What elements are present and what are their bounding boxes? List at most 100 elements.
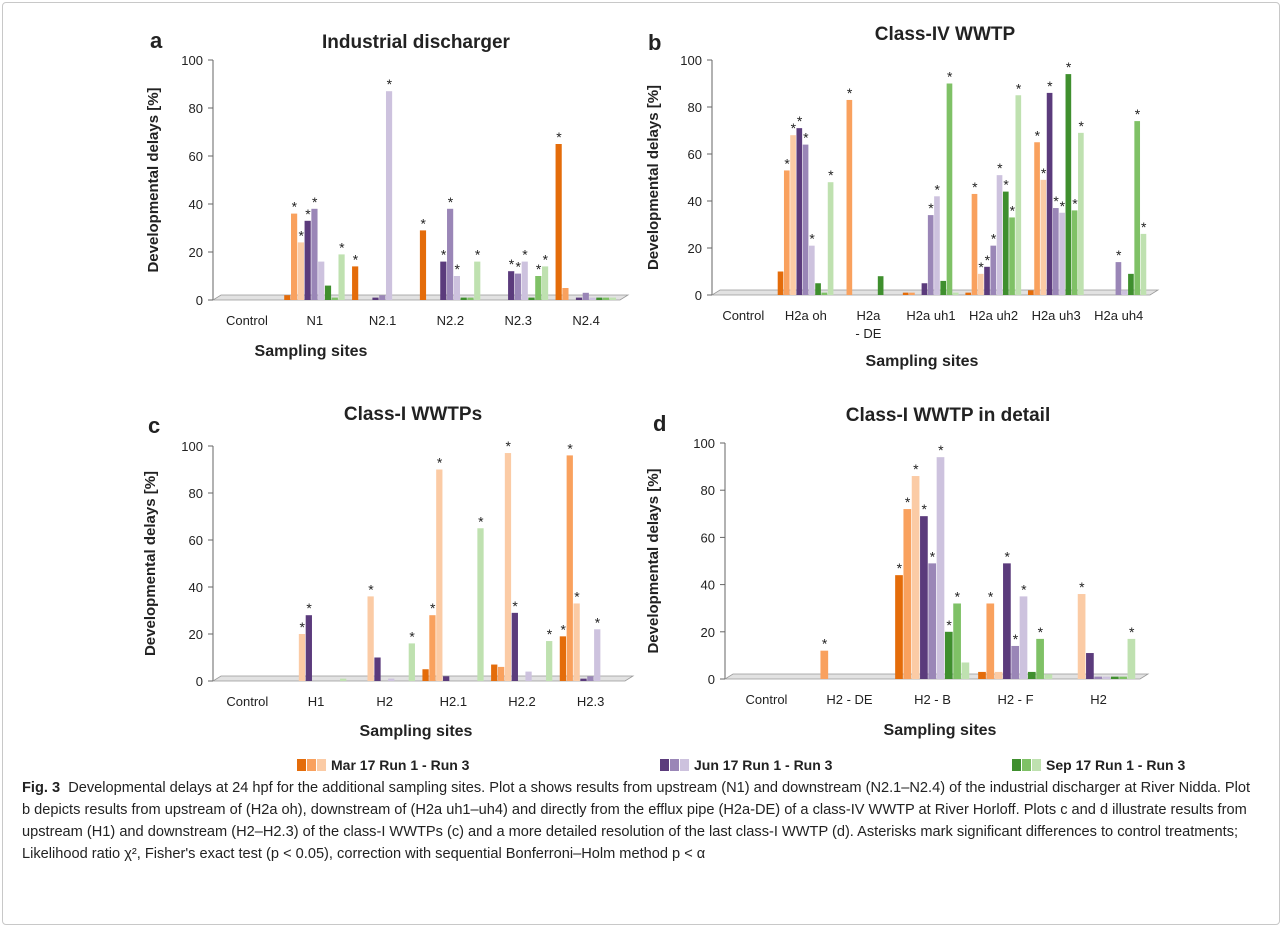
bar-c: [477, 528, 484, 681]
bar-b: [1002, 191, 1009, 295]
charts-svg: a Industrial discharger 0 20 40 60 80 100 Develo…: [142, 24, 1185, 773]
chart-panel-c: c Class-I WWTPs 0 20 40 60 80 100 Developmental …: [142, 404, 635, 740]
significance-mark-b: *: [1035, 127, 1041, 143]
significance-mark-a: *: [339, 239, 345, 255]
y-axis-label-c: Developmental delays [%]: [142, 471, 159, 656]
y-tick-label-a: 100: [181, 53, 203, 68]
bar-b: [802, 144, 809, 295]
significance-mark-b: *: [1116, 247, 1122, 263]
bar-c: [305, 615, 312, 681]
bar-b: [1140, 233, 1147, 295]
bar-a: [297, 242, 304, 300]
significance-mark-a: *: [421, 215, 427, 231]
bar-b: [990, 245, 997, 295]
significance-mark-c: *: [506, 438, 512, 454]
significance-mark-b: *: [935, 181, 941, 197]
y-axis-label-a: Developmental delays [%]: [145, 87, 162, 272]
bar-b: [1034, 142, 1040, 295]
bar-d: [1102, 676, 1111, 679]
bar-b: [1009, 217, 1015, 295]
bar-a: [541, 266, 549, 300]
bar-a: [508, 271, 515, 300]
bar-b: [946, 83, 953, 295]
significance-mark-c: *: [595, 614, 601, 630]
significance-mark-d: *: [905, 494, 911, 510]
legend-label: Sep 17 Run 1 - Run 3: [1046, 757, 1185, 773]
bar-a: [284, 295, 291, 300]
significance-mark-b: *: [1041, 165, 1047, 181]
bar-b: [909, 292, 915, 295]
x-tick-label-a: N1: [306, 313, 323, 328]
panel-letter-b: b: [648, 30, 661, 55]
bar-b: [977, 273, 984, 295]
significance-mark-b: *: [972, 179, 978, 195]
significance-mark-d: *: [1129, 624, 1135, 640]
bar-d: [978, 671, 986, 679]
x-tick-label-c: H2.3: [577, 694, 604, 709]
y-tick-label-a: 60: [189, 149, 203, 164]
bar-c: [546, 641, 553, 681]
significance-mark-a: *: [543, 251, 549, 267]
y-tick-label-d: 100: [693, 436, 715, 451]
significance-mark-b: *: [1003, 177, 1009, 193]
significance-mark-c: *: [437, 455, 443, 471]
significance-mark-c: *: [567, 440, 573, 456]
x-tick-label-a: N2.2: [437, 313, 464, 328]
bar-d: [911, 476, 920, 679]
significance-mark-d: *: [913, 461, 919, 477]
bar-a: [609, 297, 616, 300]
x-tick-label-b: - DE: [855, 326, 881, 341]
x-tick-label-c: H2: [376, 694, 393, 709]
bar-d: [1027, 671, 1036, 679]
bar-a: [291, 213, 298, 300]
bar-a: [440, 261, 447, 300]
legend-swatch: [1032, 759, 1041, 771]
bar-d: [895, 575, 903, 679]
significance-mark-a: *: [441, 247, 447, 263]
significance-mark-a: *: [509, 256, 515, 272]
significance-mark-c: *: [560, 621, 566, 637]
bar-b: [921, 283, 928, 295]
significance-mark-b: *: [797, 113, 803, 129]
legend: Mar 17 Run 1 - Run 3 Jun 17 Run 1 - Run 3…: [297, 757, 1185, 773]
bar-c: [525, 671, 532, 681]
bar-a: [555, 144, 562, 300]
significance-mark-a: *: [305, 206, 311, 222]
legend-swatch: [660, 759, 669, 771]
x-tick-label-c: H1: [308, 694, 325, 709]
bar-b: [902, 292, 909, 295]
bar-a: [528, 297, 535, 300]
x-tick-label-a: Control: [226, 313, 268, 328]
significance-mark-b: *: [1010, 202, 1016, 218]
significance-mark-b: *: [1135, 106, 1141, 122]
bar-b: [821, 292, 828, 295]
legend-swatch: [307, 759, 316, 771]
significance-mark-d: *: [1079, 579, 1085, 595]
significance-mark-b: *: [1078, 118, 1084, 134]
bar-b: [971, 193, 978, 295]
significance-mark-a: *: [448, 194, 454, 210]
bar-b: [1121, 290, 1128, 295]
significance-mark-b: *: [784, 155, 790, 171]
bar-c: [408, 643, 415, 681]
significance-mark-b: *: [1047, 78, 1053, 94]
y-tick-label-c: 0: [196, 674, 203, 689]
bar-a: [338, 254, 345, 300]
bar-b: [1053, 208, 1059, 295]
bar-b: [1059, 212, 1065, 295]
bar-d: [1119, 676, 1127, 679]
significance-mark-d: *: [1021, 581, 1027, 597]
bar-d: [1044, 674, 1053, 679]
legend-swatch: [1022, 759, 1031, 771]
bar-c: [367, 596, 374, 681]
x-tick-label-d: H2 - B: [914, 692, 951, 707]
chart-panel-a: a Industrial discharger 0 20 40 60 80 100 Develo…: [145, 28, 630, 360]
bar-a: [521, 261, 528, 300]
bar-c: [504, 453, 512, 681]
significance-mark-b: *: [947, 69, 953, 85]
bar-a: [331, 297, 338, 300]
bar-b: [1065, 74, 1072, 295]
x-tick-label-d: H2: [1090, 692, 1107, 707]
significance-mark-d: *: [921, 501, 927, 517]
bar-c: [374, 657, 381, 681]
